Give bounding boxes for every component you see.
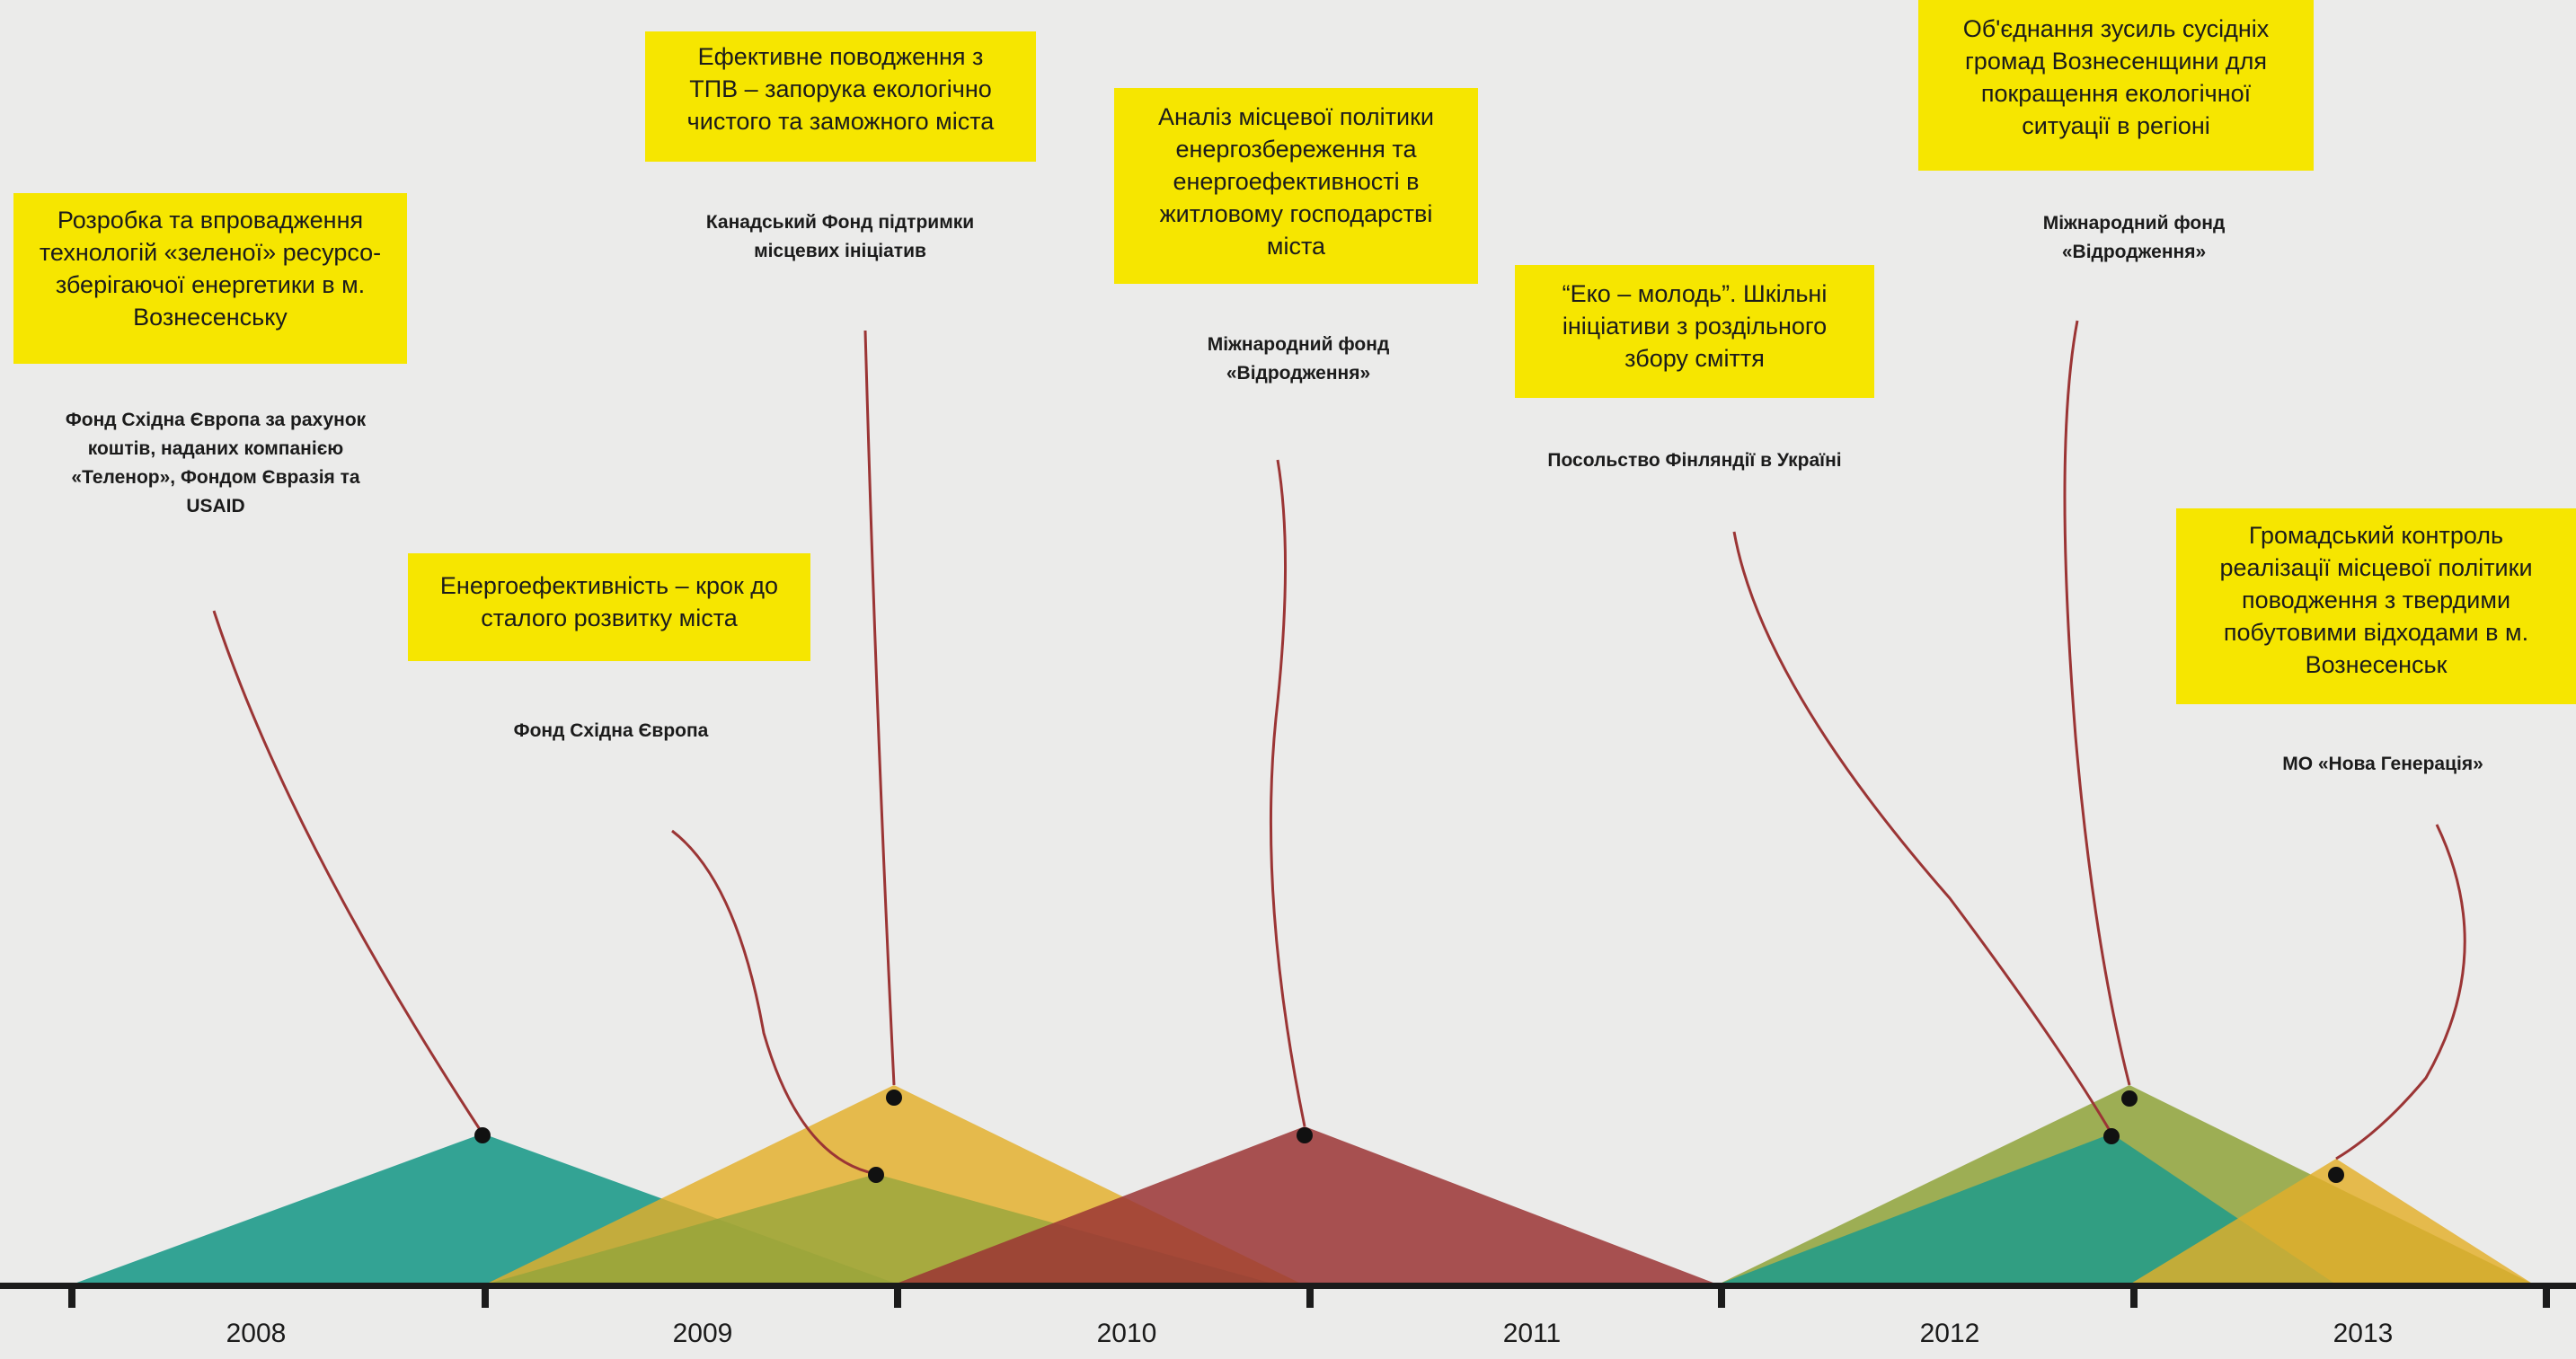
title-line: покращення екологічної [1980, 80, 2252, 107]
project-triangles [72, 1085, 2534, 1284]
axis-tick [1718, 1283, 1725, 1308]
funder-line: Міжнародний фонд [2042, 213, 2226, 234]
title-line: реалізації місцевої політики [2219, 554, 2533, 581]
dot-project-1 [474, 1127, 491, 1143]
title-line: чистого та заможного міста [686, 108, 995, 135]
title-line: ситуації в регіоні [2022, 112, 2210, 139]
title-line: міста [1266, 233, 1326, 260]
title-line: побутовими відходами в м. [2223, 619, 2529, 646]
title-line: Аналіз місцевої політики [1157, 103, 1434, 130]
connector-lines [212, 320, 2466, 1176]
project-title-box-3: Ефективне поводження з ТПВ – запорука ек… [645, 31, 1036, 162]
year-label-2008: 2008 [226, 1319, 287, 1348]
project-title-box-2: Енергоефективність – крок до сталого роз… [408, 553, 810, 661]
dot-project-4 [1297, 1127, 1313, 1143]
dot-project-7 [2328, 1167, 2344, 1183]
project-funder-5: Посольство Фінляндії в Україні [1515, 446, 1874, 475]
triangle-project-7 [2129, 1159, 2534, 1284]
title-line: Вознесенськ [2305, 651, 2448, 678]
funder-line: коштів, наданих компанією [87, 438, 344, 459]
title-line: житловому господарстві [1159, 200, 1433, 227]
timeline-axis [0, 1283, 2576, 1308]
title-line: технологій «зеленої» ресурсо- [39, 239, 382, 266]
title-line: збору сміття [1624, 345, 1765, 372]
funder-line: Посольство Фінляндії в Україні [1547, 450, 1842, 471]
year-label-2009: 2009 [672, 1319, 733, 1348]
title-line: Розробка та впровадження [57, 207, 364, 234]
funder-line: USAID [186, 496, 245, 516]
project-title-box-5: “Еко – молодь”. Шкільні ініціативи з роз… [1515, 265, 1874, 398]
title-line: Вознесенську [133, 304, 288, 331]
dot-project-5 [2103, 1128, 2120, 1144]
funder-line: «Відродження» [1226, 363, 1371, 384]
connector-project-6 [2063, 320, 2131, 1086]
triangle-project-4 [894, 1126, 1718, 1284]
funder-line: «Відродження» [2061, 242, 2207, 262]
project-funder-6: Міжнародний фонд «Відродження» [1954, 209, 2314, 267]
funder-line: Фонд Східна Європа за рахунок [65, 410, 367, 430]
axis-tick [894, 1283, 901, 1308]
dot-project-6 [2121, 1090, 2138, 1107]
title-line: громад Вознесенщини для [1964, 48, 2268, 75]
triangle-project-5 [1718, 1134, 2336, 1284]
year-label-2013: 2013 [2333, 1319, 2394, 1348]
title-line: ТПВ – запорука екологічно [689, 75, 992, 102]
funder-line: «Теленор», Фондом Євразія та [71, 467, 360, 488]
connector-project-5 [1732, 531, 2113, 1134]
connector-project-1 [212, 610, 484, 1134]
project-title-box-6: Об'єднання зусиль сусідніх громад Вознес… [1918, 0, 2314, 171]
project-funder-7: МО «Нова Генерація» [2203, 750, 2563, 779]
year-label-2011: 2011 [1502, 1319, 1562, 1348]
dot-project-2 [868, 1167, 884, 1183]
axis-tick [2130, 1283, 2138, 1308]
title-line: Громадський контроль [2248, 522, 2504, 549]
title-line: Ефективне поводження з [697, 43, 984, 70]
title-line: Об'єднання зусиль сусідніх [1962, 15, 2270, 42]
title-line: сталого розвитку міста [481, 604, 738, 631]
title-line: Енергоефективність – крок до [439, 572, 779, 599]
project-title-box-4: Аналіз місцевої політики енергозбереженн… [1114, 88, 1478, 284]
project-funder-4: Міжнародний фонд «Відродження» [1119, 331, 1478, 388]
title-line: поводження з твердими [2241, 587, 2511, 613]
year-label-2012: 2012 [1919, 1319, 1980, 1348]
project-funder-3: Канадський Фонд підтримки місцевих ініці… [660, 208, 1020, 266]
funder-line: МО «Нова Генерація» [2282, 754, 2483, 774]
title-line: “Еко – молодь”. Шкільні [1562, 280, 1828, 307]
title-line: зберігаючої енергетики в м. [55, 271, 366, 298]
connector-dots [474, 1090, 2344, 1183]
connector-project-4 [1269, 459, 1306, 1127]
axis-tick [2543, 1283, 2550, 1308]
funder-line: Міжнародний фонд [1207, 334, 1390, 355]
axis-tick [1306, 1283, 1314, 1308]
axis-line [0, 1283, 2576, 1289]
connector-project-7 [2335, 824, 2466, 1160]
axis-tick [482, 1283, 489, 1308]
funder-line: місцевих ініціатив [754, 241, 926, 261]
funder-line: Фонд Східна Європа [513, 720, 709, 741]
title-line: ініціативи з роздільного [1562, 313, 1828, 340]
dot-project-3 [886, 1090, 902, 1106]
connector-project-3 [863, 330, 896, 1086]
year-label-2010: 2010 [1096, 1319, 1157, 1348]
project-title-box-1: Розробка та впровадження технологій «зел… [13, 193, 407, 364]
funder-line: Канадський Фонд підтримки [705, 212, 975, 233]
project-title-box-7: Громадський контроль реалізації місцевої… [2176, 508, 2576, 704]
title-line: енергозбереження та [1175, 136, 1417, 163]
project-funder-1: Фонд Східна Європа за рахунок коштів, на… [22, 406, 409, 521]
title-line: енергоефективності в [1173, 168, 1420, 195]
axis-tick [68, 1283, 75, 1308]
connector-project-2 [671, 829, 877, 1176]
project-funder-2: Фонд Східна Європа [431, 717, 791, 746]
